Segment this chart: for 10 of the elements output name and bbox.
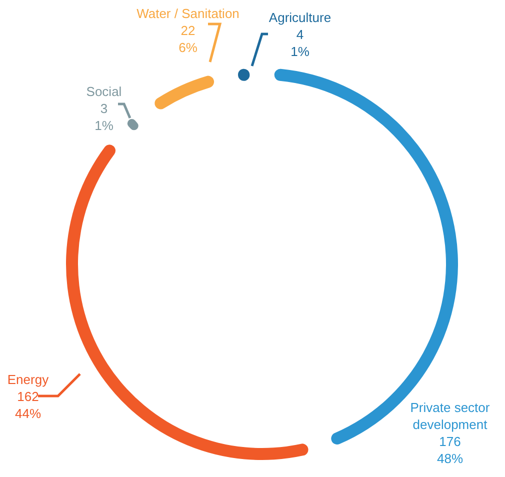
data-label: 176 48% (436, 434, 464, 466)
data-label: 3 1% (94, 101, 114, 133)
slice-label: Energy (7, 372, 50, 387)
slice-label: Water / Sanitation (136, 6, 240, 21)
slice-label: Agriculture (268, 10, 332, 25)
data-label: 162 44% (14, 389, 42, 421)
data-label: 22 6% (178, 23, 198, 55)
data-label: 4 1% (290, 27, 310, 59)
slice-label: Social (86, 84, 122, 99)
slice-label: Private sector development (410, 400, 490, 432)
